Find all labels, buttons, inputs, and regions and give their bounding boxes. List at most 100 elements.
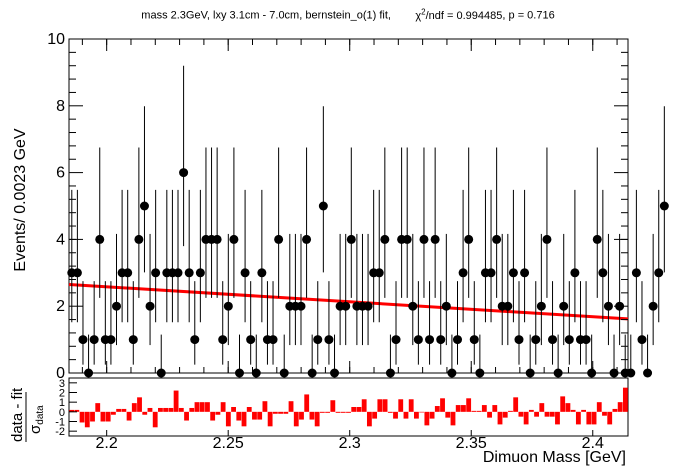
ratio-bar — [126, 411, 132, 421]
ratio-bar — [387, 411, 393, 413]
ratio-bar — [560, 396, 566, 412]
data-marker — [413, 335, 423, 345]
ratio-bar — [184, 411, 189, 421]
ratio-bar — [450, 411, 456, 426]
x-tick-label: 2.25 — [213, 435, 244, 452]
ratio-bar — [476, 410, 482, 412]
ratio-bar — [549, 411, 555, 417]
data-marker — [279, 368, 289, 378]
data-marker — [637, 335, 647, 345]
data-point — [486, 189, 496, 323]
data-marker — [234, 368, 244, 378]
ratio-bar — [314, 411, 320, 427]
ratio-label-numerator: data - fit — [9, 387, 26, 442]
data-marker — [139, 201, 149, 211]
data-point — [262, 281, 272, 365]
data-point — [648, 233, 658, 346]
data-marker — [313, 335, 323, 345]
data-marker — [441, 301, 451, 311]
data-marker — [520, 268, 530, 278]
data-point — [207, 147, 217, 298]
ratio-bar — [377, 399, 383, 412]
ratio-bar — [84, 411, 90, 428]
data-point — [408, 233, 418, 346]
ratio-bar — [121, 408, 127, 412]
data-point — [374, 189, 384, 323]
data-marker — [391, 335, 401, 345]
data-point — [413, 281, 423, 365]
data-marker — [72, 268, 82, 278]
data-point — [212, 147, 222, 298]
data-point — [643, 334, 653, 378]
data-point — [570, 189, 580, 323]
data-point — [234, 334, 244, 378]
ratio-bar — [487, 411, 492, 418]
data-point — [357, 233, 367, 346]
data-point — [548, 281, 558, 365]
data-marker — [374, 268, 384, 278]
data-point — [173, 189, 183, 323]
data-marker — [559, 301, 569, 311]
data-point — [346, 147, 356, 298]
data-point — [184, 189, 194, 323]
data-point — [525, 334, 535, 378]
x-tick-label: 2.4 — [582, 435, 604, 452]
data-marker — [648, 301, 658, 311]
data-point — [458, 189, 468, 323]
x-tick-label: 2.3 — [339, 435, 361, 452]
data-marker — [95, 234, 105, 244]
data-marker — [453, 335, 463, 345]
data-point — [162, 189, 172, 323]
ratio-bar — [544, 411, 550, 417]
ratio-bar — [152, 411, 158, 428]
data-point — [330, 334, 340, 378]
data-point — [341, 233, 351, 346]
data-point — [290, 233, 300, 346]
x-tick-label: 2.2 — [96, 435, 118, 452]
ratio-bar — [429, 411, 435, 419]
ratio-bar — [382, 399, 388, 412]
ratio-bar — [617, 402, 623, 412]
ratio-y-tick-label: -2 — [55, 426, 65, 438]
data-point — [453, 281, 463, 365]
data-point — [285, 233, 295, 346]
ratio-y-tick-label: 2 — [59, 388, 65, 400]
data-marker — [257, 268, 267, 278]
ratio-bar — [225, 411, 231, 427]
ratio-bar — [105, 411, 111, 422]
ratio-bar — [116, 408, 122, 412]
data-point — [603, 233, 613, 346]
data-point — [542, 147, 552, 298]
fit-curve-layer — [68, 282, 629, 321]
data-marker — [564, 335, 574, 345]
data-point — [190, 281, 200, 365]
data-point — [123, 189, 133, 323]
data-marker — [246, 335, 256, 345]
main-plot-frame — [68, 38, 629, 374]
data-point — [302, 147, 312, 298]
y-tick-label: 8 — [56, 98, 65, 115]
ratio-bar — [570, 409, 576, 412]
ratio-bar — [471, 410, 477, 412]
data-point — [89, 281, 99, 365]
data-marker — [380, 234, 390, 244]
data-point — [514, 281, 524, 365]
y-tick-label: 2 — [56, 298, 65, 315]
ratio-bar — [581, 409, 587, 412]
ratio-bar — [241, 411, 247, 427]
data-point — [313, 281, 323, 365]
data-point — [503, 233, 513, 346]
ratio-bar — [69, 409, 75, 412]
ratio-bar — [414, 411, 419, 419]
data-marker — [514, 335, 524, 345]
x-tick-label: 2.35 — [456, 435, 487, 452]
data-marker — [469, 335, 479, 345]
data-marker — [486, 268, 496, 278]
ratio-bar — [158, 407, 163, 412]
data-point — [447, 334, 457, 378]
data-point — [592, 147, 602, 298]
ratio-panel — [68, 377, 629, 437]
data-point — [464, 147, 474, 298]
y-tick-label: 0 — [56, 365, 65, 382]
chi2-label: χ2/ndf = 0.994485 — [415, 7, 503, 22]
